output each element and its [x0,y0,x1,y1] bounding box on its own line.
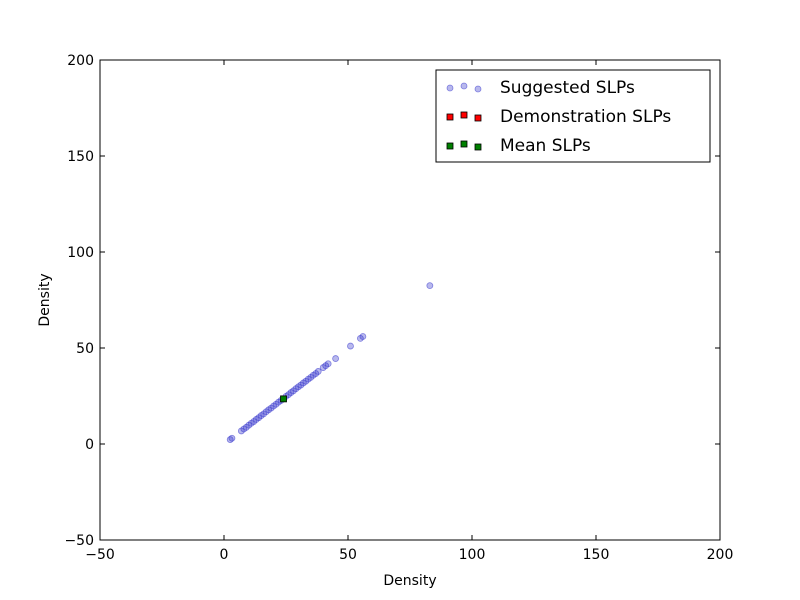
legend-marker-mean [446,142,454,150]
x-axis-label: Density [383,573,436,589]
plot-marks [226,282,434,443]
x-tick-label: 0 [220,547,229,563]
x-tick-label: 200 [707,547,734,563]
data-point-suggested [332,355,340,362]
data-point-suggested [314,368,322,375]
legend-entry-mean: Mean SLPs [446,136,591,156]
data-point-suggested [359,333,367,340]
y-tick-label: 100 [67,245,94,261]
legend-entry-demonstration: Demonstration SLPs [446,107,671,127]
y-tick-label: −50 [64,533,94,549]
legend-label-suggested: Suggested SLPs [500,78,635,98]
legend-box [435,69,711,163]
legend-marker-demonstration [474,114,482,122]
legend-label-mean: Mean SLPs [500,136,591,156]
data-point-suggested [228,434,236,442]
data-point-suggested [426,282,434,290]
legend-marker-demonstration [446,113,454,121]
legend-entry-suggested: Suggested SLPs [446,78,635,98]
y-axis-label: Density [37,273,53,326]
y-tick-label: 150 [67,149,94,165]
y-tick-label: 200 [67,53,94,69]
plot-frame [99,59,721,541]
axis-ticks: −50 0 50 100 150 200 −50 0 50 100 150 200 [64,53,733,563]
legend-marker-demonstration [460,111,468,119]
data-point-suggested [324,360,332,368]
y-tick-label: 0 [85,437,94,453]
data-point-suggested [347,342,354,350]
legend-marker-suggested [460,82,468,90]
legend-marker-mean [460,140,468,148]
legend-marker-suggested [474,85,482,93]
legend: Suggested SLPs Demonstration SLPs Mean S… [435,69,711,163]
x-tick-label: 100 [459,547,486,563]
legend-marker-suggested [446,84,454,92]
data-point-mean [280,395,287,403]
y-tick-label: 50 [76,341,94,357]
legend-marker-mean [474,143,482,151]
x-tick-label: −50 [85,547,115,563]
x-tick-label: 50 [339,547,357,563]
x-tick-label: 150 [583,547,610,563]
legend-label-demonstration: Demonstration SLPs [500,107,671,127]
